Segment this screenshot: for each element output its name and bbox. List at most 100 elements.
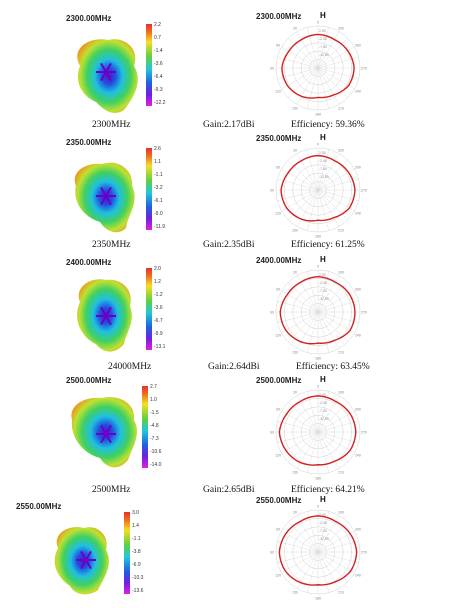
polar-spoke: [296, 31, 319, 69]
polar-ring-label: -7.00: [319, 529, 327, 533]
pattern-null-lobe: [100, 71, 107, 82]
polar-angle-label: 240: [355, 454, 361, 458]
polar-gain-trace: [278, 395, 357, 466]
polar-angle-label: 270: [361, 189, 367, 193]
color-scale-tick: -9.9: [154, 331, 163, 337]
polar-spoke: [306, 27, 319, 69]
polar-spoke: [306, 551, 319, 593]
polar-spoke: [277, 420, 319, 433]
pattern-null-lobe: [100, 306, 107, 317]
pattern-null-lobe: [105, 71, 112, 82]
polar-spoke: [317, 530, 355, 553]
polar-angle-label: 270: [361, 551, 367, 555]
color-scale-tick: 2.7: [150, 384, 157, 390]
pattern-null-lobe: [100, 62, 107, 73]
polar-spoke: [306, 149, 319, 191]
color-scale-tick: 0.7: [154, 35, 161, 41]
polar-angle-label: 60: [276, 166, 280, 170]
polar-angle-label: 210: [338, 590, 344, 594]
polar-ring-label: -7.00: [319, 167, 327, 171]
polar-spoke: [317, 402, 348, 433]
color-scale-tick: -6.4: [154, 74, 163, 80]
polar-ring-label: -12.00: [319, 175, 329, 179]
caption-eff: Efficiency: 63.45%: [296, 362, 370, 372]
color-scale-tick: -4.8: [150, 423, 159, 429]
pattern-3d-title: 2550.00MHz: [16, 502, 62, 511]
polar-angle-label: 0: [317, 505, 319, 509]
color-scale-tick: 2.2: [154, 22, 161, 28]
polar-angle-label: 90: [270, 431, 274, 435]
polar-spoke: [317, 540, 359, 553]
polar-angle-label: 30: [293, 27, 297, 31]
pattern-null-lobe: [85, 550, 92, 561]
polar-spoke: [317, 46, 355, 69]
color-scale-tick: -1.2: [154, 292, 163, 298]
caption-gain: Gain:2.35dBi: [203, 240, 255, 250]
polar-spoke: [317, 290, 355, 313]
polar-angle-label: 120: [275, 334, 281, 338]
color-scale-bar: [146, 148, 152, 230]
polar-angle-label: 150: [292, 590, 298, 594]
polar-spoke: [288, 67, 319, 98]
polar-plot: 0 30 60 90 120 150 180 210 240 270 300 330 2.00 -2.00…: [270, 143, 367, 239]
color-scale-tick: -3.8: [132, 549, 141, 555]
polar-angle-label: 210: [338, 350, 344, 354]
pattern-null-lobe: [105, 424, 112, 435]
polar-ring-label: 2.00: [319, 273, 326, 277]
polar-title: 2400.00MHz: [256, 256, 302, 265]
polar-spoke: [317, 189, 330, 231]
pattern-null-lobe: [100, 195, 107, 206]
polar-spoke: [317, 189, 355, 212]
polar-spoke: [317, 27, 330, 69]
pattern-null-lobe: [100, 315, 107, 326]
caption-freq: 2500MHz: [92, 485, 131, 495]
pattern-null-lobe: [100, 433, 107, 444]
color-scale-tick: -14.0: [150, 462, 162, 468]
polar-spoke: [317, 189, 359, 202]
polar-spoke: [306, 311, 319, 353]
polar-spoke: [317, 153, 340, 191]
polar-angle-label: 210: [338, 228, 344, 232]
polar-angle-label: 180: [315, 113, 321, 117]
polar-ring-label: 2.00: [319, 29, 326, 33]
polar-angle-label: 240: [355, 212, 361, 216]
polar-spoke: [306, 189, 319, 231]
polar-gain-trace: [281, 33, 355, 99]
polar-ring-label: -2.00: [319, 521, 327, 525]
polar-plot: 0 30 60 90 120 150 180 210 240 270 300 330 2.00 -2.00…: [270, 505, 367, 601]
color-scale-tick: -1.1: [132, 536, 141, 542]
polar-angle-label: 240: [355, 90, 361, 94]
polar-angle-label: 150: [292, 228, 298, 232]
polar-spoke: [317, 67, 348, 98]
polar-angle-label: 240: [355, 334, 361, 338]
polar-angle-label: 120: [275, 212, 281, 216]
polar-angle-label: 330: [338, 511, 344, 515]
polar-spoke: [317, 431, 340, 469]
color-scale-tick: -10.3: [132, 575, 144, 581]
polar-angle-label: 30: [293, 149, 297, 153]
polar-spoke: [317, 431, 330, 473]
caption-eff: Efficiency: 59.36%: [291, 120, 365, 130]
polar-angle-label: 60: [276, 528, 280, 532]
color-scale-tick: -1.1: [154, 172, 163, 178]
polar-angle-label: 210: [338, 470, 344, 474]
color-scale-tick: -6.7: [154, 318, 163, 324]
color-scale-tick: 1.0: [150, 397, 157, 403]
color-scale-tick: -12.2: [154, 100, 166, 106]
polar-plot: 0 30 60 90 120 150 180 210 240 270 300 330 2.00 -2.00…: [270, 265, 367, 361]
polar-title: 2350.00MHz: [256, 134, 302, 143]
color-scale-tick: -13.6: [132, 588, 144, 594]
polar-spoke: [296, 67, 319, 105]
polar-spoke: [281, 551, 319, 574]
color-scale-tick: -3.6: [154, 305, 163, 311]
polar-spoke: [281, 431, 319, 454]
polar-spoke: [317, 38, 348, 69]
color-scale-tick: -1.4: [154, 48, 163, 54]
pattern-null-lobe: [100, 424, 107, 435]
polar-plot: 0 30 60 90 120 150 180 210 240 270 300 330 2.00 -2.00…: [270, 21, 367, 117]
polar-ring-label: 2.00: [319, 151, 326, 155]
polar-angle-label: 300: [355, 408, 361, 412]
polar-plane-label: H: [320, 255, 326, 264]
pattern-null-lobe: [105, 62, 112, 73]
polar-angle-label: 0: [317, 143, 319, 147]
